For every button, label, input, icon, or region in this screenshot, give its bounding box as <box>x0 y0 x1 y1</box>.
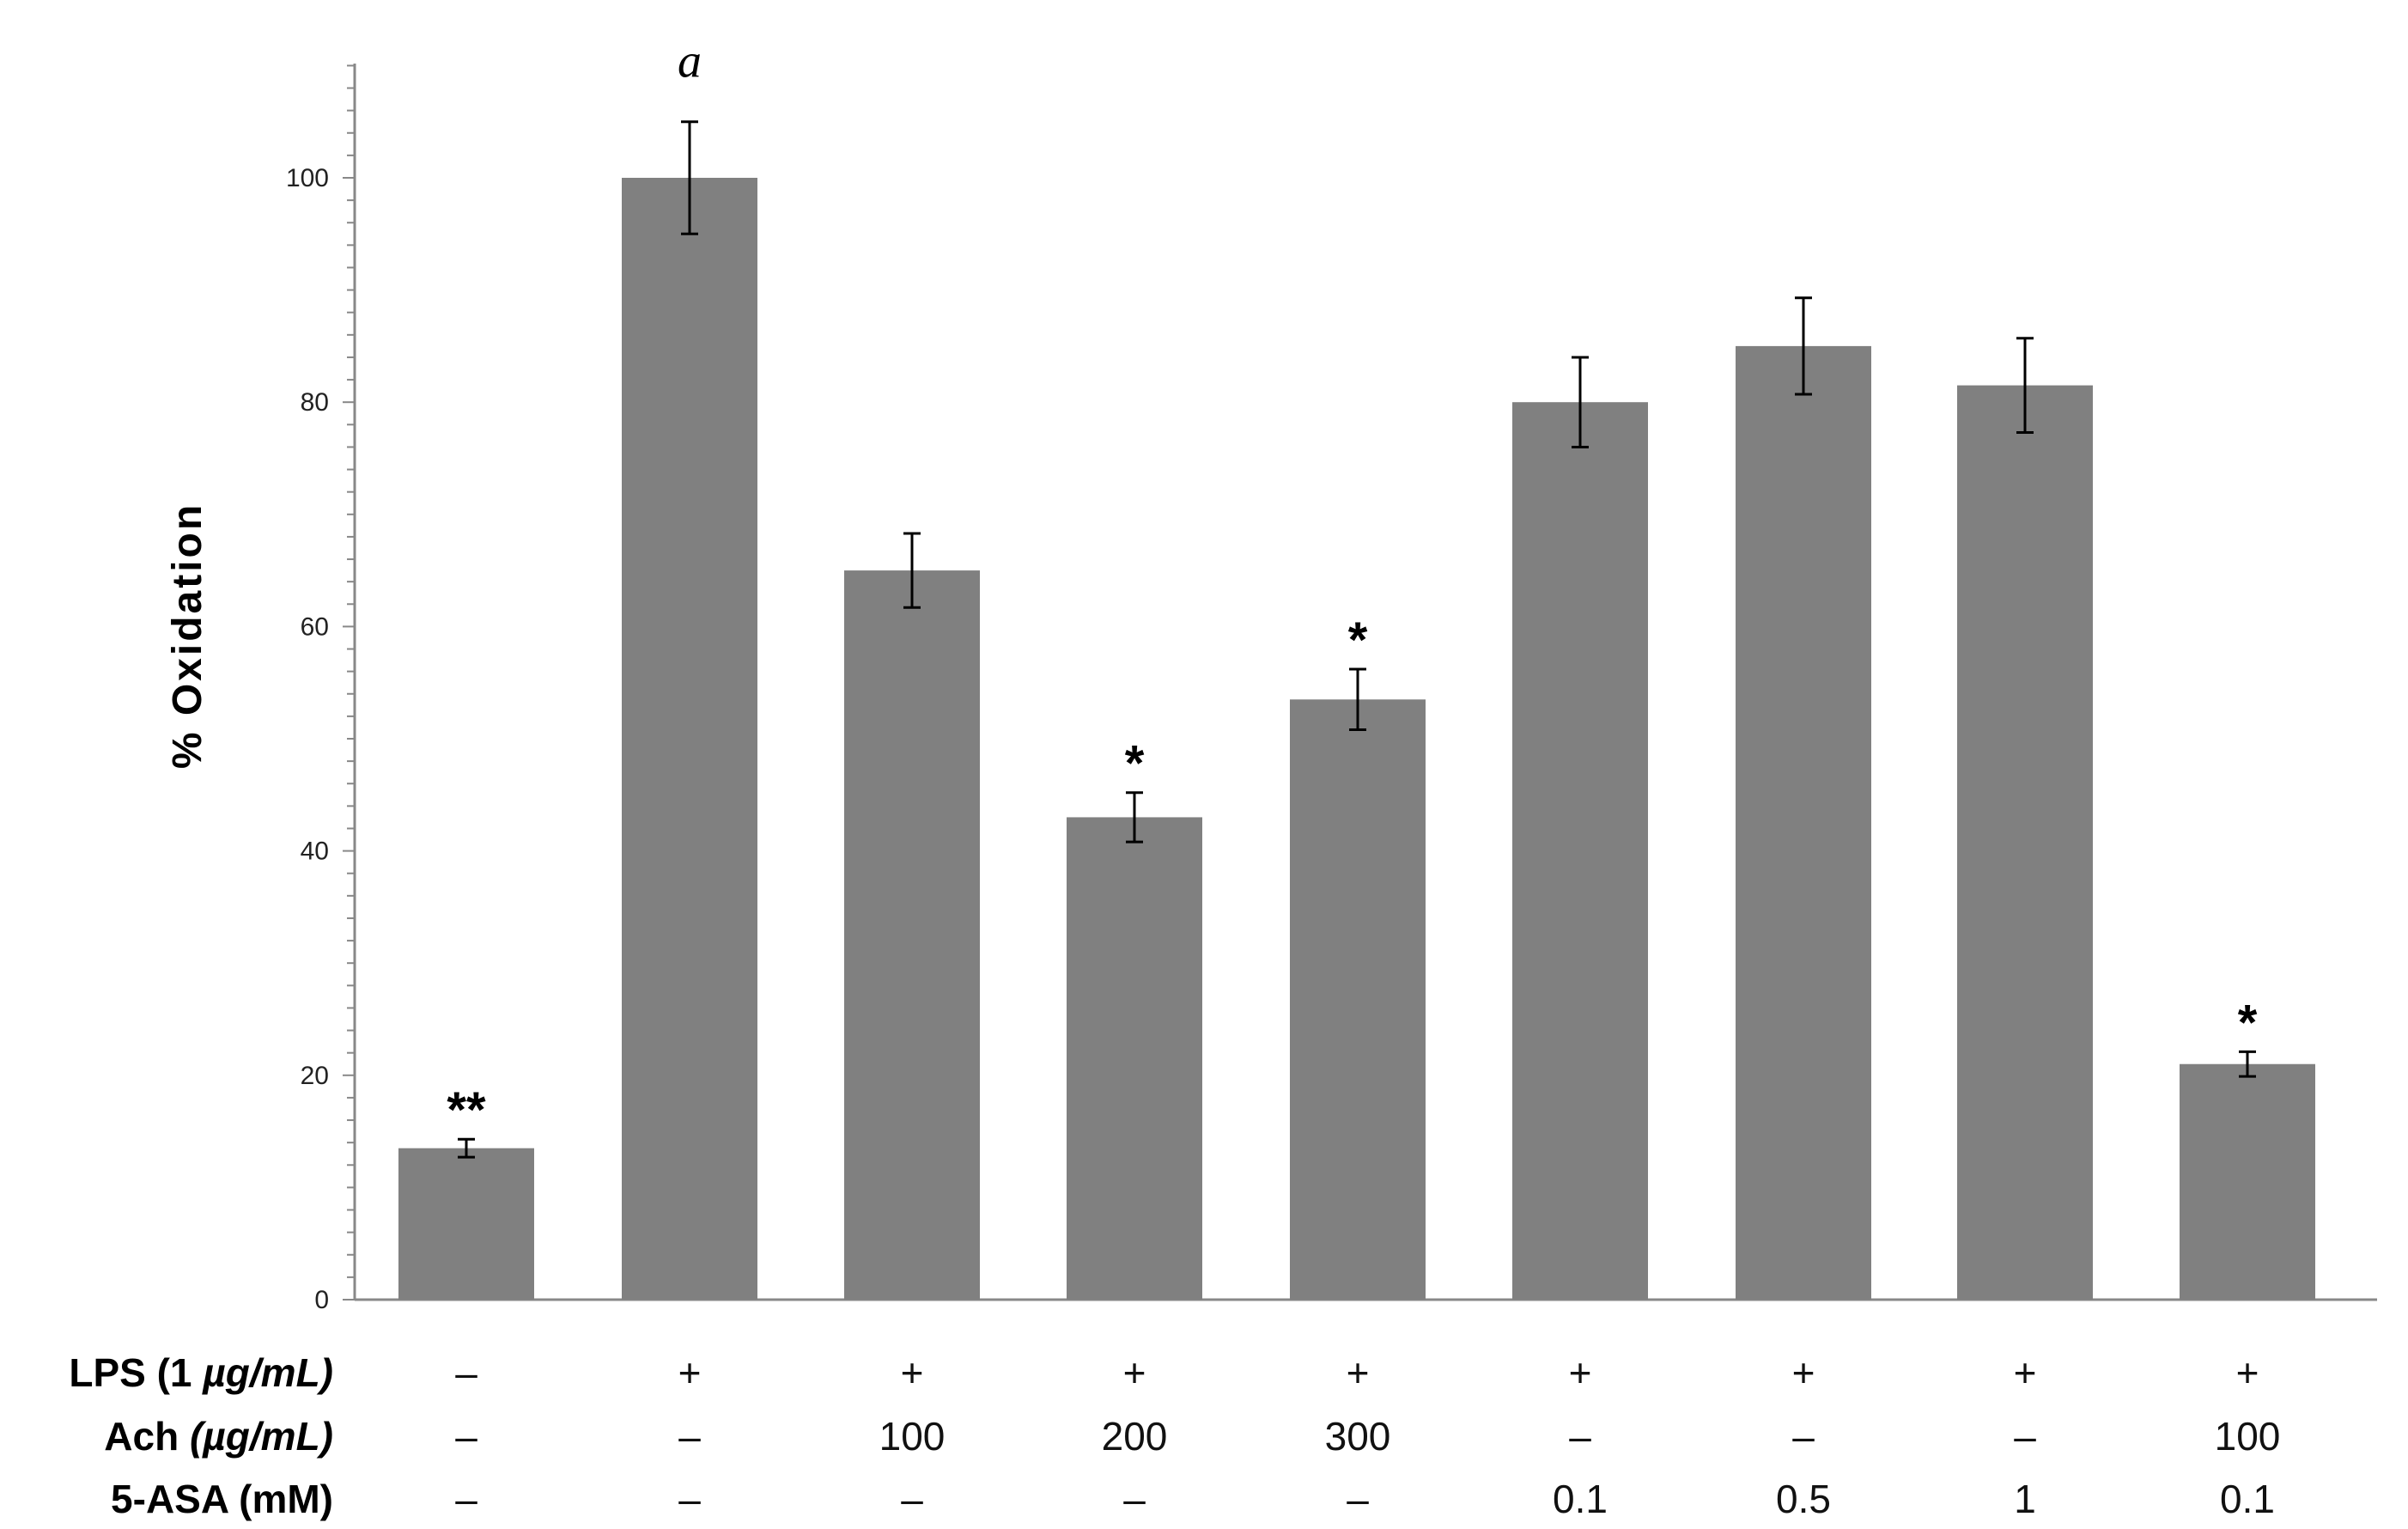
condition-cell-asa: – <box>1347 1477 1369 1521</box>
condition-cell-lps: + <box>1569 1350 1592 1395</box>
row-label-ach: Ach (µg/mL) <box>104 1414 333 1459</box>
y-axis-label: % Oxidation <box>165 503 210 769</box>
bar <box>622 178 757 1300</box>
bar <box>1736 345 1871 1300</box>
condition-cell-ach: 100 <box>2215 1414 2281 1459</box>
condition-cell-ach: – <box>2014 1414 2036 1459</box>
y-tick-label: 60 <box>301 612 329 641</box>
condition-cell-ach: – <box>1569 1414 1591 1459</box>
y-tick-label: 0 <box>314 1286 329 1314</box>
condition-cell-ach: 100 <box>879 1414 946 1459</box>
significance-label: * <box>1348 612 1368 668</box>
bars <box>398 178 2315 1301</box>
significance-label: a <box>678 35 702 88</box>
significance-label: * <box>1125 736 1145 792</box>
y-tick-label: 100 <box>286 164 329 192</box>
row-label-asa: 5-ASA (mM) <box>111 1477 333 1521</box>
condition-cell-ach: 200 <box>1102 1414 1168 1459</box>
condition-cell-asa: 0.1 <box>1553 1477 1608 1521</box>
condition-cell-ach: – <box>455 1414 477 1459</box>
condition-cell-asa: – <box>455 1477 477 1521</box>
condition-cell-lps: + <box>678 1350 702 1395</box>
condition-table: LPS (1 µg/mL) – + + + + + + + + Ach (µg/mL) – – 100 20… <box>69 1350 2280 1521</box>
bar <box>2180 1063 2315 1300</box>
condition-cell-lps: + <box>1123 1350 1146 1395</box>
bar <box>1290 699 1426 1300</box>
y-tick-label: 80 <box>301 388 329 417</box>
condition-cell-lps: + <box>901 1350 924 1395</box>
bar <box>398 1148 534 1300</box>
condition-cell-asa: 1 <box>2014 1477 2036 1521</box>
bar <box>1957 385 2093 1300</box>
bar <box>1067 817 1202 1300</box>
condition-cell-lps: – <box>455 1350 477 1395</box>
condition-cell-lps: + <box>2014 1350 2037 1395</box>
significance-label: ** <box>447 1082 486 1138</box>
condition-cell-asa: – <box>901 1477 923 1521</box>
bar <box>1512 402 1648 1301</box>
condition-cell-lps: + <box>2236 1350 2259 1395</box>
condition-cell-ach: – <box>1792 1414 1815 1459</box>
condition-cell-ach: – <box>678 1414 701 1459</box>
significance-label: * <box>2238 995 2258 1051</box>
condition-cell-ach: 300 <box>1325 1414 1391 1459</box>
condition-cell-asa: – <box>678 1477 701 1521</box>
y-tick-label: 20 <box>301 1062 329 1090</box>
condition-cell-asa: 0.5 <box>1776 1477 1831 1521</box>
y-tick-label: 40 <box>301 838 329 866</box>
condition-cell-asa: 0.1 <box>2220 1477 2275 1521</box>
annotations: **a*** <box>447 35 2257 1139</box>
bar <box>844 570 980 1300</box>
condition-cell-lps: + <box>1792 1350 1815 1395</box>
condition-cell-asa: – <box>1123 1477 1146 1521</box>
error-bars <box>458 120 2256 1159</box>
condition-cell-lps: + <box>1347 1350 1370 1395</box>
row-label-lps: LPS (1 µg/mL) <box>69 1350 333 1395</box>
